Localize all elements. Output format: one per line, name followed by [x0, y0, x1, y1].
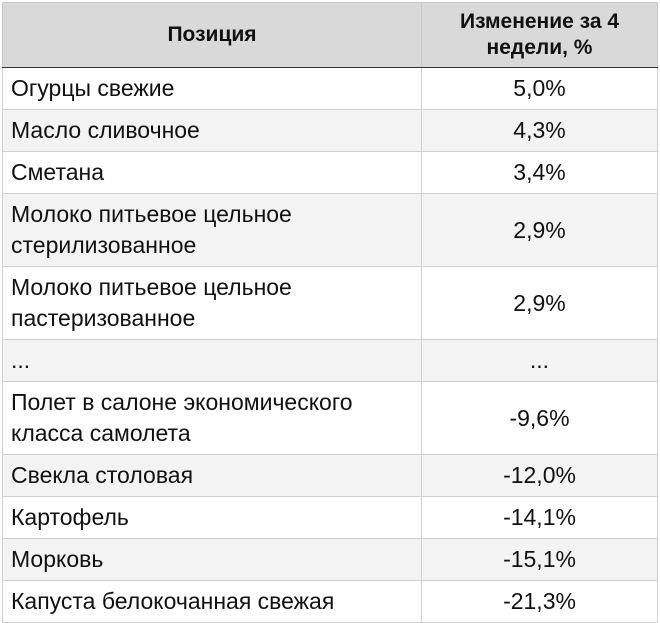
change-cell: -15,1%	[421, 538, 658, 581]
item-cell: Огурцы свежие	[2, 67, 422, 110]
table-row: Сметана 3,4%	[2, 151, 658, 194]
item-cell: Полет в салоне экономического класса сам…	[2, 381, 422, 455]
change-cell: 2,9%	[421, 266, 658, 340]
change-cell: 3,4%	[421, 151, 658, 194]
item-cell: Капуста белокочанная свежая	[2, 580, 422, 623]
change-cell: -14,1%	[421, 496, 658, 539]
table-row: Картофель -14,1%	[2, 496, 658, 539]
table-row: Молоко питьевое цельное стерилизованное 2…	[2, 193, 658, 267]
item-cell: Молоко питьевое цельное пастеризованное	[2, 266, 422, 340]
table-header: Позиция Изменение за 4 недели, %	[2, 2, 658, 68]
change-cell: -21,3%	[421, 580, 658, 623]
header-cell: Позиция	[2, 2, 422, 68]
change-cell: 2,9%	[421, 193, 658, 267]
change-cell: -9,6%	[421, 381, 658, 455]
item-cell: ...	[2, 339, 422, 382]
item-cell: Сметана	[2, 151, 422, 194]
table-row: Свекла столовая -12,0%	[2, 454, 658, 497]
item-cell: Картофель	[2, 496, 422, 539]
item-cell: Морковь	[2, 538, 422, 581]
table-row: ......	[2, 339, 658, 382]
change-cell: 4,3%	[421, 109, 658, 152]
header-cell: Изменение за 4 недели, %	[421, 2, 658, 68]
change-cell: -12,0%	[421, 454, 658, 497]
change-cell: ...	[421, 339, 658, 382]
header-row: Позиция Изменение за 4 недели, %	[2, 2, 658, 68]
item-cell: Масло сливочное	[2, 109, 422, 152]
table-row: Капуста белокочанная свежая -21,3%	[2, 580, 658, 623]
change-cell: 5,0%	[421, 67, 658, 110]
table-row: Масло сливочное 4,3%	[2, 109, 658, 152]
table-body: Огурцы свежие 5,0% Масло сливочное 4,3% Смет…	[2, 67, 658, 623]
item-cell: Свекла столовая	[2, 454, 422, 497]
item-cell: Молоко питьевое цельное стерилизованное	[2, 193, 422, 267]
table-row: Полет в салоне экономического класса сам…	[2, 381, 658, 455]
table-row: Морковь -15,1%	[2, 538, 658, 581]
table-row: Молоко питьевое цельное пастеризованное 2…	[2, 266, 658, 340]
table-row: Огурцы свежие 5,0%	[2, 67, 658, 110]
